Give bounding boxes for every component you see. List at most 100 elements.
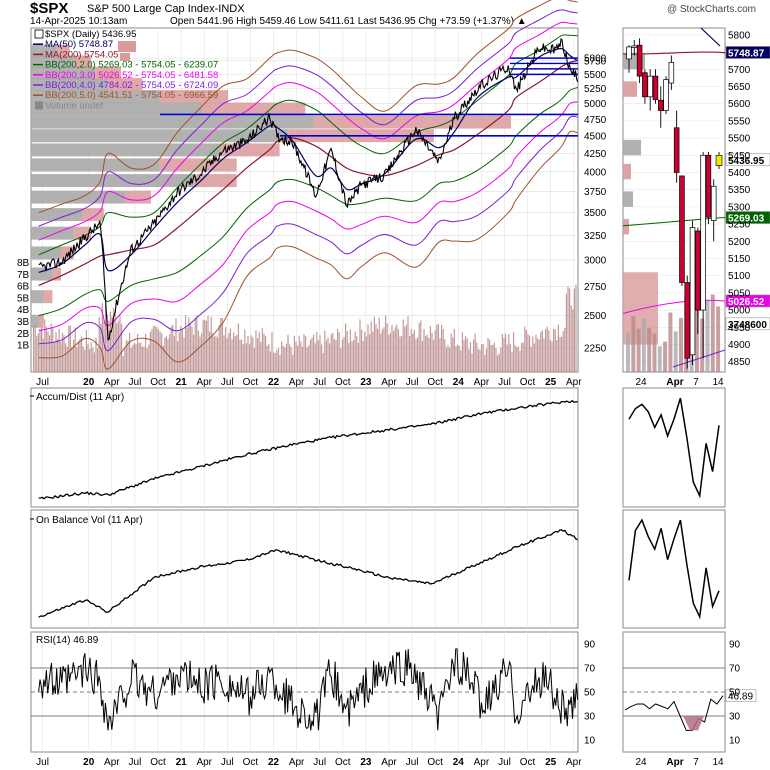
price-tick-label: 3000 (584, 255, 607, 266)
volume-bar (410, 328, 412, 372)
candle-body (710, 185, 717, 221)
price-badge (725, 294, 770, 308)
time-tick-label-bottom: 24 (453, 757, 465, 768)
volume-bar (85, 330, 87, 372)
volume-bar (548, 330, 550, 372)
volume-bar (314, 343, 316, 372)
lower-panels (31, 397, 725, 731)
volume-bar (201, 333, 203, 372)
volume-bar (162, 345, 164, 372)
volume-bar (404, 326, 406, 372)
volume-bar (441, 324, 443, 372)
time-tick-label: Apr (196, 377, 212, 388)
candle-body (631, 45, 638, 48)
volume-bar (97, 348, 99, 372)
volume-bar (442, 329, 444, 372)
volume-bar (196, 315, 198, 372)
volume-bar (492, 344, 494, 372)
volume-bar (229, 328, 231, 372)
price-badge-label: 3748600 (728, 320, 767, 331)
volume-bar (213, 336, 215, 372)
volume-bar (337, 328, 339, 372)
volume-bar (295, 341, 297, 372)
vbp-down-bar (73, 226, 91, 240)
volume-bar (482, 344, 484, 372)
time-tick-label-bottom: Apr (196, 757, 212, 768)
volume-bar (33, 326, 35, 372)
time-tick-label-bottom: Apr (474, 757, 490, 768)
volume-bar (407, 316, 409, 372)
inset-vbp-bar (623, 218, 629, 235)
volume-bar (138, 342, 140, 372)
panel-frame (622, 387, 726, 508)
inset-price-label: 5700 (728, 65, 751, 76)
time-tick-label: 25 (545, 377, 557, 388)
volume-bar (220, 317, 222, 372)
volume-bar (173, 335, 175, 372)
time-tick-label: Apr (566, 377, 582, 388)
ad-title: Accum/Dist (11 Apr) (36, 392, 124, 403)
inset-price-label: 5350 (728, 185, 751, 196)
volume-bar (50, 323, 52, 372)
volume-bar (498, 353, 500, 372)
volume-bar (191, 326, 193, 372)
inset-bb2 (622, 217, 726, 227)
volume-bar (345, 323, 347, 372)
volume-bar (156, 327, 158, 372)
ad-line (38, 399, 578, 500)
volume-bar (261, 328, 263, 372)
inset-volume-bar (668, 312, 673, 372)
volume-bar (39, 328, 41, 372)
volume-bar (188, 317, 190, 372)
volume-bar (194, 318, 196, 372)
volume-bar (105, 304, 107, 372)
inset-time-label-bottom: Apr (666, 757, 683, 768)
volume-bar (340, 348, 342, 372)
volume-bar (202, 319, 204, 372)
inset-volume-bar (657, 346, 662, 372)
time-tick-label-bottom: Oct (520, 757, 536, 768)
candle-body (652, 75, 659, 100)
inset-rsi-line (624, 695, 724, 731)
volume-bar (570, 305, 572, 372)
volume-bar (119, 315, 121, 372)
volume-bar (551, 341, 553, 372)
time-tick-label: Jul (313, 377, 326, 388)
price-tick-label: 5800 (584, 54, 607, 65)
volume-bar (346, 331, 348, 372)
volume-bar (292, 354, 294, 372)
volume-bar (303, 334, 305, 372)
volume-bar (311, 337, 313, 372)
vbp-down-bar (82, 208, 104, 222)
volume-bar (386, 323, 388, 372)
vbp-up-bar (31, 102, 203, 116)
volume-bar (231, 339, 233, 372)
vbp-down-bar (125, 190, 151, 204)
volume-bar (389, 333, 391, 372)
volume-bar (82, 346, 84, 372)
volume-bar (465, 336, 467, 372)
volume-bar (381, 329, 383, 372)
inset-ad-line (628, 397, 720, 499)
volume-bar (135, 344, 137, 372)
price-tick-label: 2500 (584, 311, 607, 322)
volume-bar (428, 338, 430, 372)
volume-bar (317, 340, 319, 372)
volume-bar (189, 323, 191, 372)
vbp-up-bar (31, 115, 314, 129)
volume-bar (313, 334, 315, 372)
volume-bar (281, 341, 283, 372)
legend-entry: $SPX (Daily) 5436.95 (45, 29, 136, 40)
inset-price-label: 5150 (728, 254, 751, 265)
time-tick-label: Apr (474, 377, 490, 388)
legend-entry: BB(200,4.0) 4784.02 - 5754.05 - 6724.09 (45, 80, 218, 91)
volume-bar (65, 343, 67, 372)
volume-bar (233, 332, 235, 372)
volume-bar (429, 326, 431, 372)
inset-price-label: 5000 (728, 306, 751, 317)
price-tick-label: 3750 (584, 187, 607, 198)
obv-line (38, 529, 578, 618)
volume-bar (273, 352, 275, 372)
volume-bar (66, 346, 68, 372)
volume-bar (63, 335, 65, 372)
